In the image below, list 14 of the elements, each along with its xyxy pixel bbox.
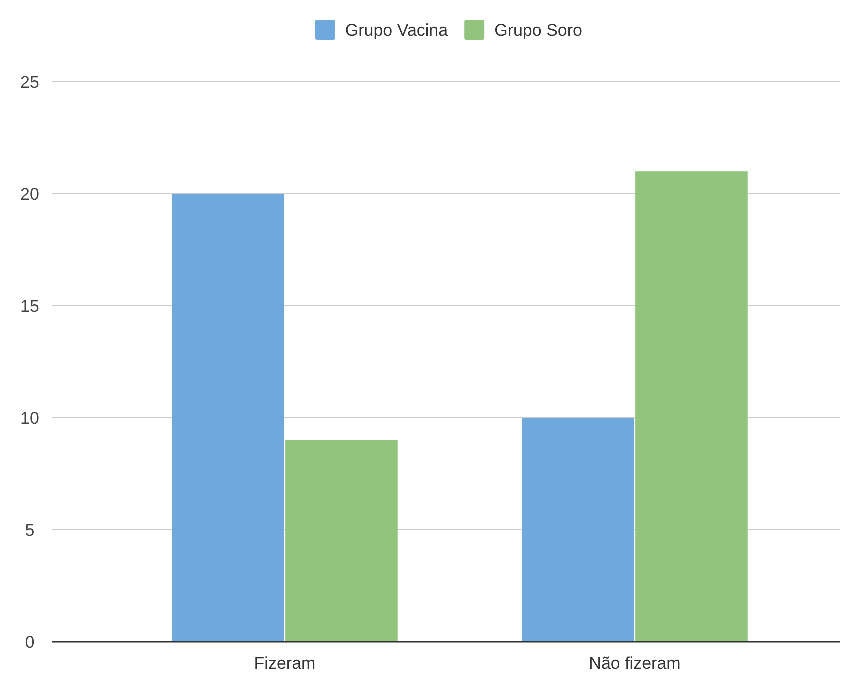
y-tick-label: 5 [25,520,35,540]
x-tick-label: Não fizeram [589,654,681,673]
y-tick-label: 20 [20,184,40,204]
bar [522,418,634,642]
bar [636,172,748,642]
y-tick-label: 25 [20,72,40,92]
y-tick-label: 10 [20,408,40,428]
x-tick-label: Fizeram [254,654,316,673]
y-tick-label: 15 [20,296,40,316]
bar [172,194,284,642]
bar [286,440,398,642]
legend-label: Grupo Vacina [345,20,449,40]
legend-label: Grupo Soro [494,20,582,40]
y-tick-label: 0 [25,632,35,652]
